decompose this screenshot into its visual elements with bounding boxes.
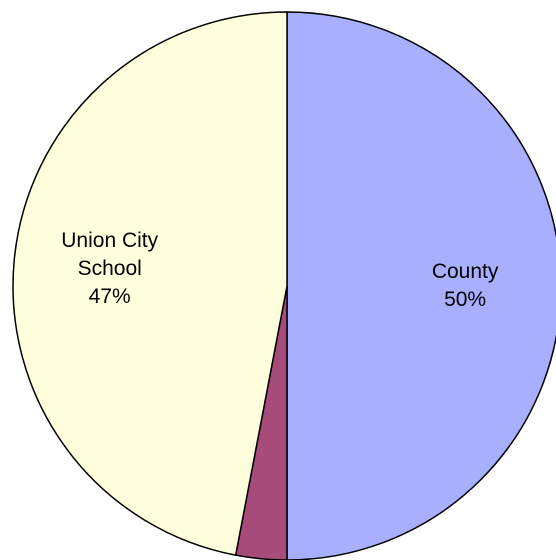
slice-value: 47% <box>88 285 131 309</box>
pie-slice <box>12 11 288 557</box>
slice-category: Union City School <box>61 229 159 281</box>
slice-label: Union City School 47% <box>45 227 175 311</box>
pie-slice <box>286 11 556 560</box>
slice-category: County <box>431 260 499 283</box>
slice-value: 50% <box>444 288 487 311</box>
slice-label: County 50% <box>400 258 530 314</box>
